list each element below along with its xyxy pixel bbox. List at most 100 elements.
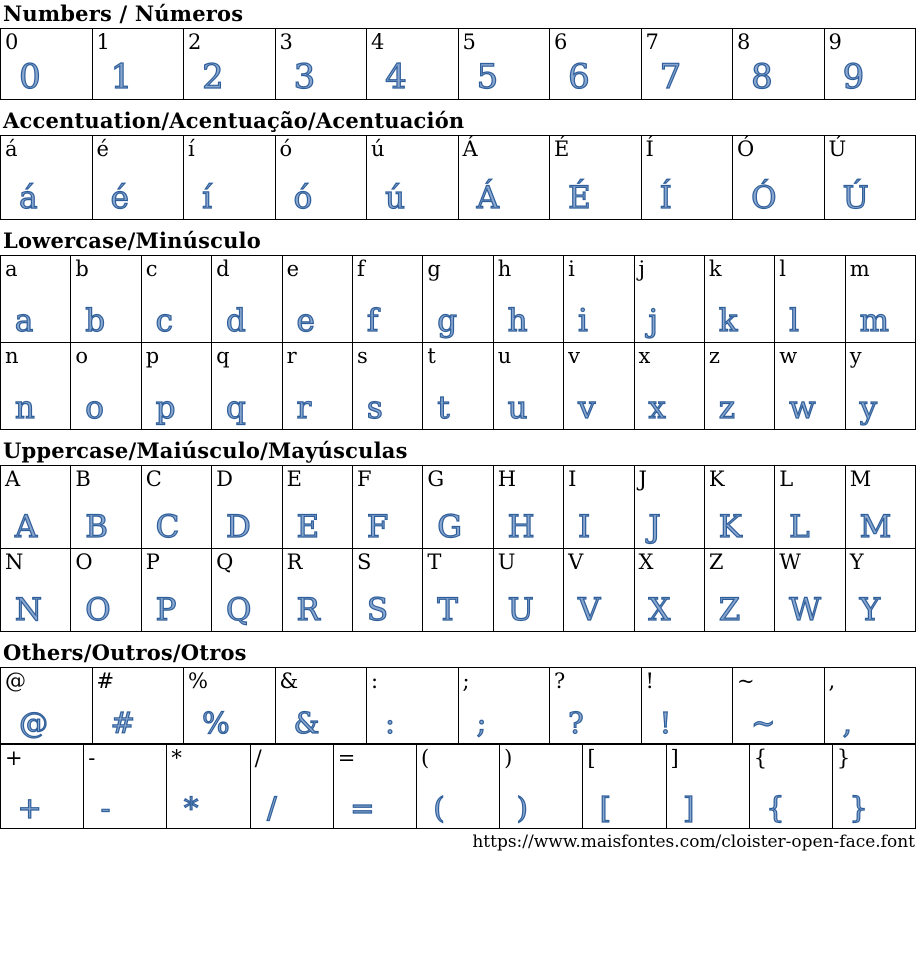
glyph-cell: K K (705, 466, 775, 549)
reference-glyph: h (498, 256, 512, 282)
reference-glyph: b (75, 256, 88, 282)
reference-glyph: U (498, 549, 516, 575)
glyph-cell: ? ? (550, 668, 642, 744)
glyph-cell: U U (494, 549, 564, 632)
reference-glyph: c (146, 256, 158, 282)
reference-glyph: O (75, 549, 92, 575)
font-sample-glyph: p (156, 393, 176, 424)
glyph-cell: ! ! (642, 668, 734, 744)
reference-glyph: - (88, 745, 95, 771)
font-sample-glyph: t (437, 393, 449, 424)
glyph-section: Accentuation/Acentuação/Acentuación á á … (0, 109, 916, 220)
glyph-cell: g g (423, 256, 493, 343)
font-sample-glyph: : (385, 709, 395, 738)
glyph-cell: Z Z (705, 549, 775, 632)
reference-glyph: n (5, 343, 19, 369)
glyph-cell: p p (142, 343, 212, 430)
glyph-cell: y y (846, 343, 916, 430)
glyph-cell: b b (71, 256, 141, 343)
font-sample-glyph: B (85, 512, 108, 543)
reference-glyph: + (5, 745, 23, 771)
glyph-cell: ~ ~ (733, 668, 825, 744)
reference-glyph: e (287, 256, 299, 282)
reference-glyph: G (427, 466, 444, 492)
reference-glyph: ! (646, 668, 654, 694)
reference-glyph: 2 (188, 29, 201, 55)
glyph-cell: A A (1, 466, 71, 549)
glyph-cell: v v (564, 343, 634, 430)
reference-glyph: 1 (97, 29, 110, 55)
glyph-cell: % % (184, 668, 276, 744)
font-sample-glyph: Í (660, 183, 672, 214)
reference-glyph: p (146, 343, 159, 369)
reference-glyph: # (97, 668, 115, 694)
glyph-cell: Í Í (642, 136, 734, 220)
reference-glyph: N (5, 549, 23, 575)
reference-glyph: i (568, 256, 575, 282)
glyph-cell: L L (775, 466, 845, 549)
reference-glyph: @ (5, 668, 26, 694)
reference-glyph: í (188, 136, 195, 162)
reference-glyph: á (5, 136, 18, 162)
reference-glyph: / (255, 745, 262, 771)
reference-glyph: 8 (737, 29, 750, 55)
font-sample-glyph: ó (294, 183, 313, 214)
glyph-cell: E E (283, 466, 353, 549)
reference-glyph: 6 (554, 29, 567, 55)
reference-glyph: K (709, 466, 725, 492)
glyph-cell: C C (142, 466, 212, 549)
reference-glyph: X (639, 549, 654, 575)
glyph-cell: : : (367, 668, 459, 744)
reference-glyph: ? (554, 668, 565, 694)
font-sample-glyph: # (111, 709, 135, 738)
reference-glyph: 0 (5, 29, 18, 55)
glyph-cell: 5 5 (459, 29, 551, 100)
reference-glyph: u (498, 343, 512, 369)
reference-glyph: ú (371, 136, 385, 162)
reference-glyph: , (829, 668, 836, 694)
font-sample-glyph: X (648, 595, 670, 626)
reference-glyph: ó (280, 136, 293, 162)
reference-glyph: é (97, 136, 109, 162)
glyph-row: @ @ # # % % & & : : ; ; ? ? ! ! ~ ~ , , (0, 667, 916, 744)
glyph-cell: m m (846, 256, 916, 343)
font-sample-glyph: & (294, 709, 320, 738)
font-sample-glyph: ~ (751, 709, 775, 738)
glyph-cell: = = (334, 745, 417, 829)
glyph-section: Numbers / Números 0 0 1 1 2 2 3 3 4 4 5 … (0, 2, 916, 100)
reference-glyph: E (287, 466, 302, 492)
font-sample-glyph: m (860, 306, 889, 337)
reference-glyph: { (754, 745, 767, 771)
reference-glyph: = (338, 745, 356, 771)
glyph-cell: [ [ (583, 745, 666, 829)
glyph-cell: H H (494, 466, 564, 549)
font-sample-glyph: Z (719, 595, 741, 626)
glyph-row: + + - - * * / / = = ( ( ) ) [ [ ] ] { { … (0, 744, 916, 829)
glyph-cell: u u (494, 343, 564, 430)
font-sample-glyph: } (849, 794, 867, 823)
reference-glyph: Y (850, 549, 864, 575)
glyph-row: 0 0 1 1 2 2 3 3 4 4 5 5 6 6 7 7 8 8 9 9 (0, 28, 916, 100)
font-sample-glyph: j (648, 306, 658, 337)
glyph-cell: ú ú (367, 136, 459, 220)
glyph-cell: ( ( (417, 745, 500, 829)
reference-glyph: } (837, 745, 850, 771)
reference-glyph: R (287, 549, 303, 575)
glyph-cell: e e (283, 256, 353, 343)
glyph-cell: 3 3 (276, 29, 368, 100)
font-sample-glyph: 4 (385, 60, 407, 94)
font-sample-glyph: h (508, 306, 528, 337)
glyph-cell: a a (1, 256, 71, 343)
reference-glyph: ( (421, 745, 429, 771)
font-sample-glyph: d (226, 306, 246, 337)
section-title: Uppercase/Maiúsculo/Mayúsculas (3, 439, 916, 462)
section-title: Lowercase/Minúsculo (3, 229, 916, 252)
font-sample-glyph: E (296, 512, 319, 543)
reference-glyph: ~ (737, 668, 755, 694)
font-sample-glyph: x (648, 393, 665, 424)
reference-glyph: Ó (737, 136, 754, 162)
font-sample-glyph: G (437, 512, 462, 543)
glyph-cell: Q Q (212, 549, 282, 632)
font-sample-glyph: R (296, 595, 319, 626)
font-sample-glyph: A (15, 512, 37, 543)
